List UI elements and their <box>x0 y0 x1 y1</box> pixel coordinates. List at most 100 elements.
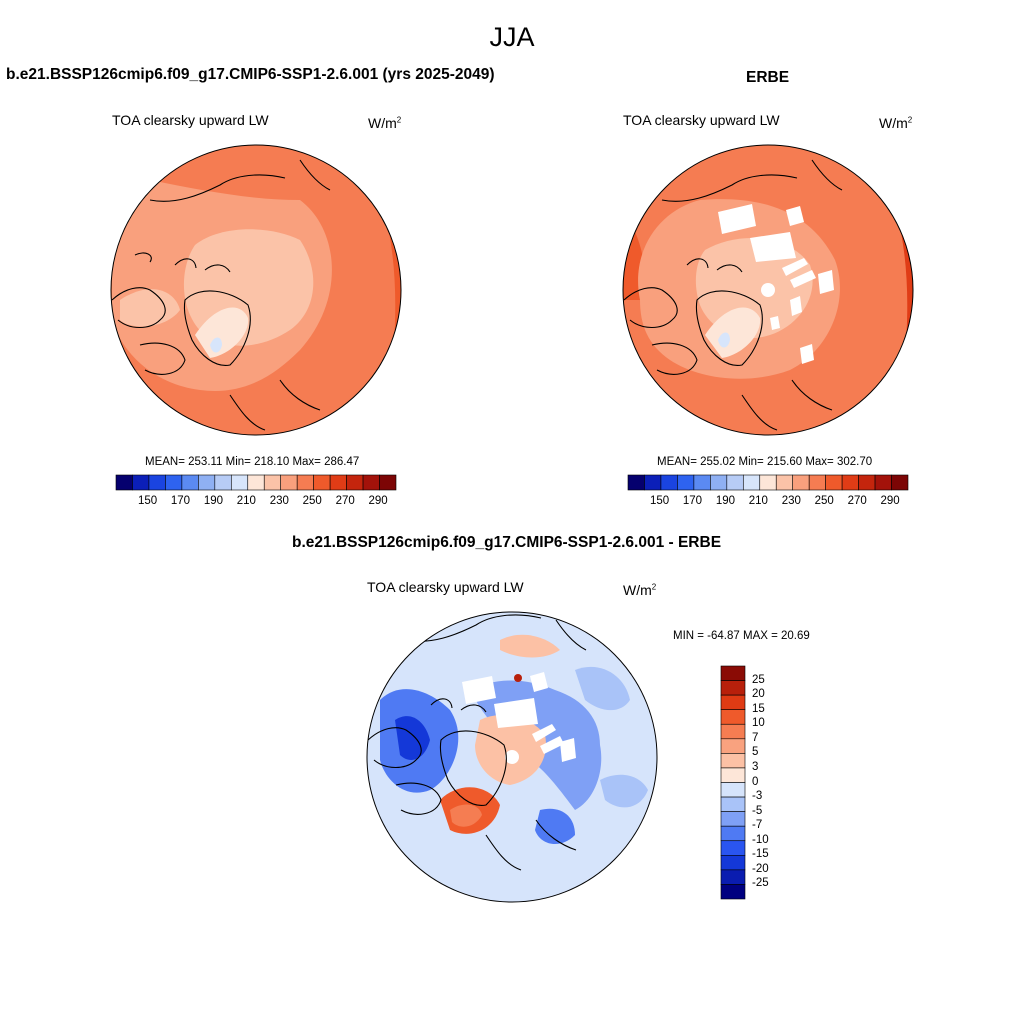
colorbar-swatch <box>165 474 183 491</box>
colorbar-swatch <box>247 474 265 491</box>
colorbar-tick-label: 190 <box>715 495 735 507</box>
colorbar-tick-label: 170 <box>682 495 703 507</box>
colorbar-tick-label: 15 <box>752 702 765 715</box>
colorbar-tick-label: 230 <box>781 495 801 507</box>
colorbar-swatch <box>726 474 744 491</box>
colorbar-tick-label: 170 <box>170 495 191 507</box>
colorbar-tick-label: 150 <box>137 495 158 507</box>
colorbar-tick-label: 5 <box>752 746 759 759</box>
colorbar-swatch <box>660 474 678 491</box>
stats-model: MEAN= 253.11 Min= 218.10 Max= 286.47 <box>145 456 360 468</box>
colorbar-swatch <box>198 474 216 491</box>
colorbar-swatch <box>148 474 166 491</box>
colorbar-swatch <box>214 474 232 491</box>
colorbar-swatch <box>115 474 133 491</box>
variable-label-obs: TOA clearsky upward LW <box>623 112 780 128</box>
colorbar-swatch <box>263 474 282 491</box>
colorbar-diff <box>720 665 746 900</box>
colorbar-swatch <box>792 474 810 491</box>
colorbar-swatch <box>313 474 331 491</box>
colorbar-swatch <box>230 474 249 491</box>
colorbar-tick-label: 270 <box>847 495 867 507</box>
colorbar-tick-label: 290 <box>880 495 900 507</box>
colorbar-tick-label: 250 <box>302 495 322 507</box>
colorbar-obs <box>627 474 909 491</box>
colorbar-swatch <box>720 665 746 681</box>
polar-map-obs <box>623 145 913 435</box>
colorbar-swatch <box>858 474 876 491</box>
colorbar-swatch <box>644 474 662 491</box>
colorbar-tick-label: -3 <box>752 790 763 803</box>
colorbar-tick-label: 290 <box>368 495 388 507</box>
colorbar-tick-label: 0 <box>752 775 759 788</box>
panel-title-diff: b.e21.BSSP126cmip6.f09_g17.CMIP6-SSP1-2.… <box>292 534 722 551</box>
colorbar-swatch <box>720 825 746 842</box>
colorbar-tick-label: 190 <box>203 495 223 507</box>
colorbar-swatch <box>720 840 746 856</box>
colorbar-swatch <box>693 474 711 491</box>
colorbar-swatch <box>720 811 746 827</box>
colorbar-swatch <box>181 474 199 491</box>
colorbar-swatch <box>132 474 150 491</box>
colorbar-swatch <box>677 474 695 491</box>
colorbar-swatch <box>775 474 794 491</box>
colorbar-swatch <box>280 474 298 491</box>
colorbar-tick-label: 10 <box>752 717 765 730</box>
colorbar-tick-label: 230 <box>269 495 289 507</box>
colorbar-swatch <box>720 680 746 696</box>
colorbar-swatch <box>720 767 746 783</box>
colorbar-swatch <box>742 474 761 491</box>
variable-label-model: TOA clearsky upward LW <box>112 112 269 128</box>
colorbar-swatch <box>720 855 746 871</box>
colorbar-swatch <box>825 474 843 491</box>
colorbar-swatch <box>720 884 746 900</box>
colorbar-tick-label: -5 <box>752 804 763 817</box>
colorbar-tick-label: -15 <box>752 848 769 861</box>
colorbar-tick-label: 150 <box>649 495 670 507</box>
colorbar-swatch <box>808 474 826 491</box>
colorbar-swatch <box>720 796 746 812</box>
colorbar-model <box>115 474 397 491</box>
colorbar-tick-label: 25 <box>752 673 765 686</box>
colorbar-swatch <box>874 474 892 491</box>
colorbar-tick-label: -10 <box>752 833 769 846</box>
panel-title-obs: ERBE <box>746 69 790 86</box>
colorbar-tick-label: 20 <box>752 688 765 701</box>
colorbar-swatch <box>720 869 746 885</box>
colorbar-swatch <box>296 474 314 491</box>
colorbar-tick-label: -20 <box>752 862 769 875</box>
colorbar-swatch <box>891 474 909 491</box>
colorbar-swatch <box>346 474 364 491</box>
units-label-model: W/m2 <box>368 115 402 131</box>
colorbar-swatch <box>759 474 777 491</box>
colorbar-tick-label: 250 <box>814 495 834 507</box>
panel-title-model: b.e21.BSSP126cmip6.f09_g17.CMIP6-SSP1-2.… <box>6 66 495 83</box>
colorbar-swatch <box>720 694 746 710</box>
colorbar-swatch <box>329 474 347 491</box>
polar-map-diff <box>367 612 657 902</box>
colorbar-swatch <box>362 474 380 491</box>
stats-diff: MIN = -64.87 MAX = 20.69 <box>673 630 810 642</box>
colorbar-tick-label: 270 <box>335 495 355 507</box>
figure-title: JJA <box>489 22 535 52</box>
colorbar-tick-label: 3 <box>752 760 759 773</box>
colorbar-swatch <box>710 474 728 491</box>
colorbar-swatch <box>841 474 859 491</box>
colorbar-swatch <box>720 753 746 769</box>
colorbar-tick-label: 7 <box>752 731 759 744</box>
stats-obs: MEAN= 255.02 Min= 215.60 Max= 302.70 <box>657 456 873 468</box>
colorbar-swatch <box>720 738 746 754</box>
units-label-obs: W/m2 <box>879 115 913 131</box>
colorbar-swatch <box>720 709 746 725</box>
colorbar-swatch <box>379 474 397 491</box>
colorbar-swatch <box>720 723 746 740</box>
units-label-diff: W/m2 <box>623 582 657 598</box>
colorbar-tick-label: 210 <box>748 495 768 507</box>
colorbar-swatch <box>627 474 645 491</box>
colorbar-tick-label: -25 <box>752 877 769 890</box>
polar-map-model <box>111 145 401 435</box>
colorbar-tick-label: -7 <box>752 819 763 832</box>
variable-label-diff: TOA clearsky upward LW <box>367 579 524 595</box>
colorbar-swatch <box>720 782 746 798</box>
